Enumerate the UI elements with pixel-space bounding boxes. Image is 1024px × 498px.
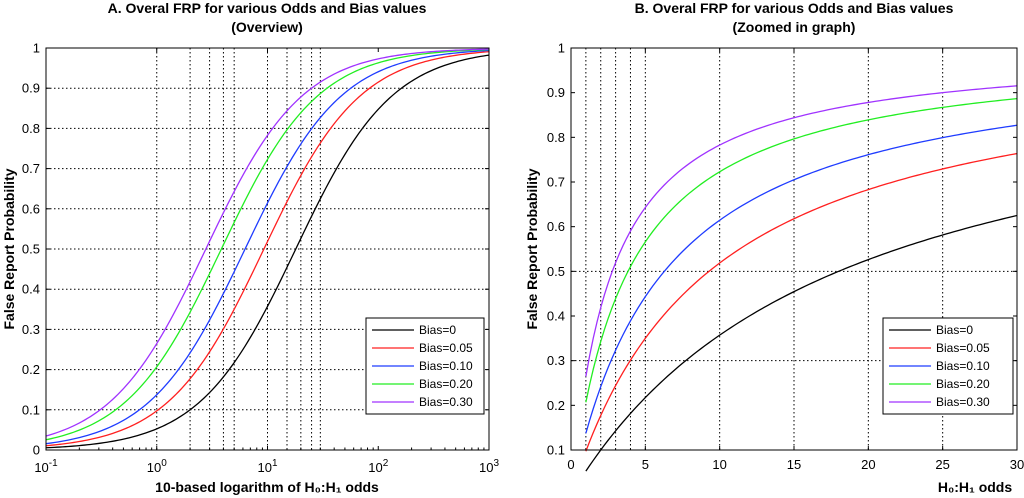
panel-b: B. Overal FRP for various Odds and Bias … bbox=[524, 0, 1024, 495]
panel-b-ytick-label: 0.5 bbox=[547, 264, 565, 279]
panel-b-xtick-label: 5 bbox=[642, 457, 649, 472]
panel-b-ytick-label: 0.7 bbox=[547, 175, 565, 190]
panel-b-lines bbox=[585, 85, 1018, 472]
panel-a-xtick-label: 103 bbox=[479, 458, 499, 475]
panel-b-series-line-bias-0 bbox=[585, 214, 1018, 472]
panel-a-title-line-2: (Overview) bbox=[231, 19, 303, 35]
panel-b-ytick-label: 1 bbox=[558, 41, 565, 56]
panel-a-ytick-label: 0.8 bbox=[22, 121, 40, 136]
panel-a-ytick-label: 0.1 bbox=[22, 402, 40, 417]
panel-b-legend: Bias=0 Bias=0.05 Bias=0.10 Bias=0.20 Bias=0.… bbox=[882, 317, 1014, 415]
panel-b-xtick-label: 25 bbox=[935, 457, 949, 472]
panel-b-legend-label: Bias=0.10 bbox=[936, 359, 990, 373]
panel-a-ticks: 0 0.1 0.2 0.3 0.4 0.5 0.6 0.7 0.8 0.9 1 10-1 100 101 1… bbox=[22, 41, 500, 476]
panel-a-ytick-label: 0.2 bbox=[22, 362, 40, 377]
panel-a-ytick-label: 1 bbox=[33, 41, 40, 56]
panel-a: A. Overal FRP for various Odds and Bias … bbox=[1, 0, 499, 495]
panel-b-xtick-label: 0 bbox=[567, 457, 574, 472]
panel-a-xtick-label: 102 bbox=[368, 458, 388, 475]
panel-b-ylabel: False Report Probability bbox=[524, 168, 540, 329]
panel-a-ytick-label: 0.7 bbox=[22, 161, 40, 176]
panel-b-xtick-label: 30 bbox=[1010, 457, 1024, 472]
panel-b-legend-label: Bias=0 bbox=[936, 323, 973, 337]
panel-b-ytick-label: 0.6 bbox=[547, 219, 565, 234]
panel-a-xtick-label: 101 bbox=[257, 458, 277, 475]
panel-a-xlabel: 10-based logarithm of H₀:H₁ odds bbox=[155, 479, 379, 495]
panel-a-series-line-bias-0 bbox=[45, 54, 490, 449]
panel-b-ytick-label: 0.3 bbox=[547, 353, 565, 368]
panel-a-legend: Bias=0 Bias=0.05 Bias=0.10 Bias=0.20 Bias=0.… bbox=[365, 317, 485, 415]
panel-b-series-line-bias-0-10 bbox=[585, 124, 1018, 434]
panel-b-ytick-label: 0.1 bbox=[547, 443, 565, 458]
panel-b-series-line-bias-0-05 bbox=[585, 152, 1018, 452]
panel-a-ytick-label: 0.9 bbox=[22, 81, 40, 96]
panel-a-series-line-bias-0-20 bbox=[45, 48, 490, 441]
panel-b-ticks: 0.10.20.30.40.50.60.70.80.910 5 10 15 20 25 30 bbox=[547, 41, 1024, 473]
panel-a-ytick-label: 0 bbox=[33, 443, 40, 458]
panel-b-grid bbox=[571, 48, 1017, 450]
panel-a-xtick-label: 100 bbox=[147, 458, 167, 475]
panel-a-legend-label: Bias=0.10 bbox=[419, 359, 473, 373]
panel-b-legend-label: Bias=0.20 bbox=[936, 377, 990, 391]
panel-b-series-line-bias-0-30 bbox=[585, 85, 1018, 377]
panel-b-legend-box bbox=[882, 317, 1014, 415]
panel-b-legend-label: Bias=0.30 bbox=[936, 395, 990, 409]
panel-b-ytick-label: 0.8 bbox=[547, 130, 565, 145]
panel-a-ytick-label: 0.4 bbox=[22, 282, 40, 297]
panel-a-ylabel: False Report Probability bbox=[1, 168, 17, 329]
panel-b-ytick-label: 0.9 bbox=[547, 85, 565, 100]
panel-b-title-line-1: B. Overal FRP for various Odds and Bias … bbox=[635, 0, 954, 16]
panel-a-title-line-1: A. Overal FRP for various Odds and Bias … bbox=[108, 0, 427, 16]
panel-b-ytick-label: 0.2 bbox=[547, 398, 565, 413]
panel-a-ytick-label: 0.5 bbox=[22, 242, 40, 257]
panel-a-xtick-label: 10-1 bbox=[34, 458, 58, 475]
panel-b-ytick-label: 0.4 bbox=[547, 309, 565, 324]
panel-a-series-line-bias-0-05 bbox=[45, 51, 490, 447]
panel-b-xtick-label: 10 bbox=[712, 457, 726, 472]
panel-a-series-line-bias-0-10 bbox=[45, 49, 490, 445]
panel-a-ytick-label: 0.3 bbox=[22, 322, 40, 337]
panel-a-lines bbox=[45, 48, 490, 449]
panel-a-legend-label: Bias=0.30 bbox=[419, 395, 473, 409]
panel-b-xtick-label: 15 bbox=[787, 457, 801, 472]
panel-a-series-line-bias-0-30 bbox=[45, 48, 490, 437]
panel-b-xtick-label: 20 bbox=[861, 457, 875, 472]
panel-a-ytick-label: 0.6 bbox=[22, 201, 40, 216]
panel-a-legend-label: Bias=0.05 bbox=[419, 341, 473, 355]
panel-b-legend-label: Bias=0.05 bbox=[936, 341, 990, 355]
panel-b-title-line-2: (Zoomed in graph) bbox=[733, 19, 856, 35]
panel-a-legend-label: Bias=0 bbox=[419, 323, 456, 337]
panel-b-xlabel: H₀:H₁ odds bbox=[938, 479, 1013, 495]
panel-a-legend-label: Bias=0.20 bbox=[419, 377, 473, 391]
panel-b-series-line-bias-0-20 bbox=[585, 97, 1018, 403]
